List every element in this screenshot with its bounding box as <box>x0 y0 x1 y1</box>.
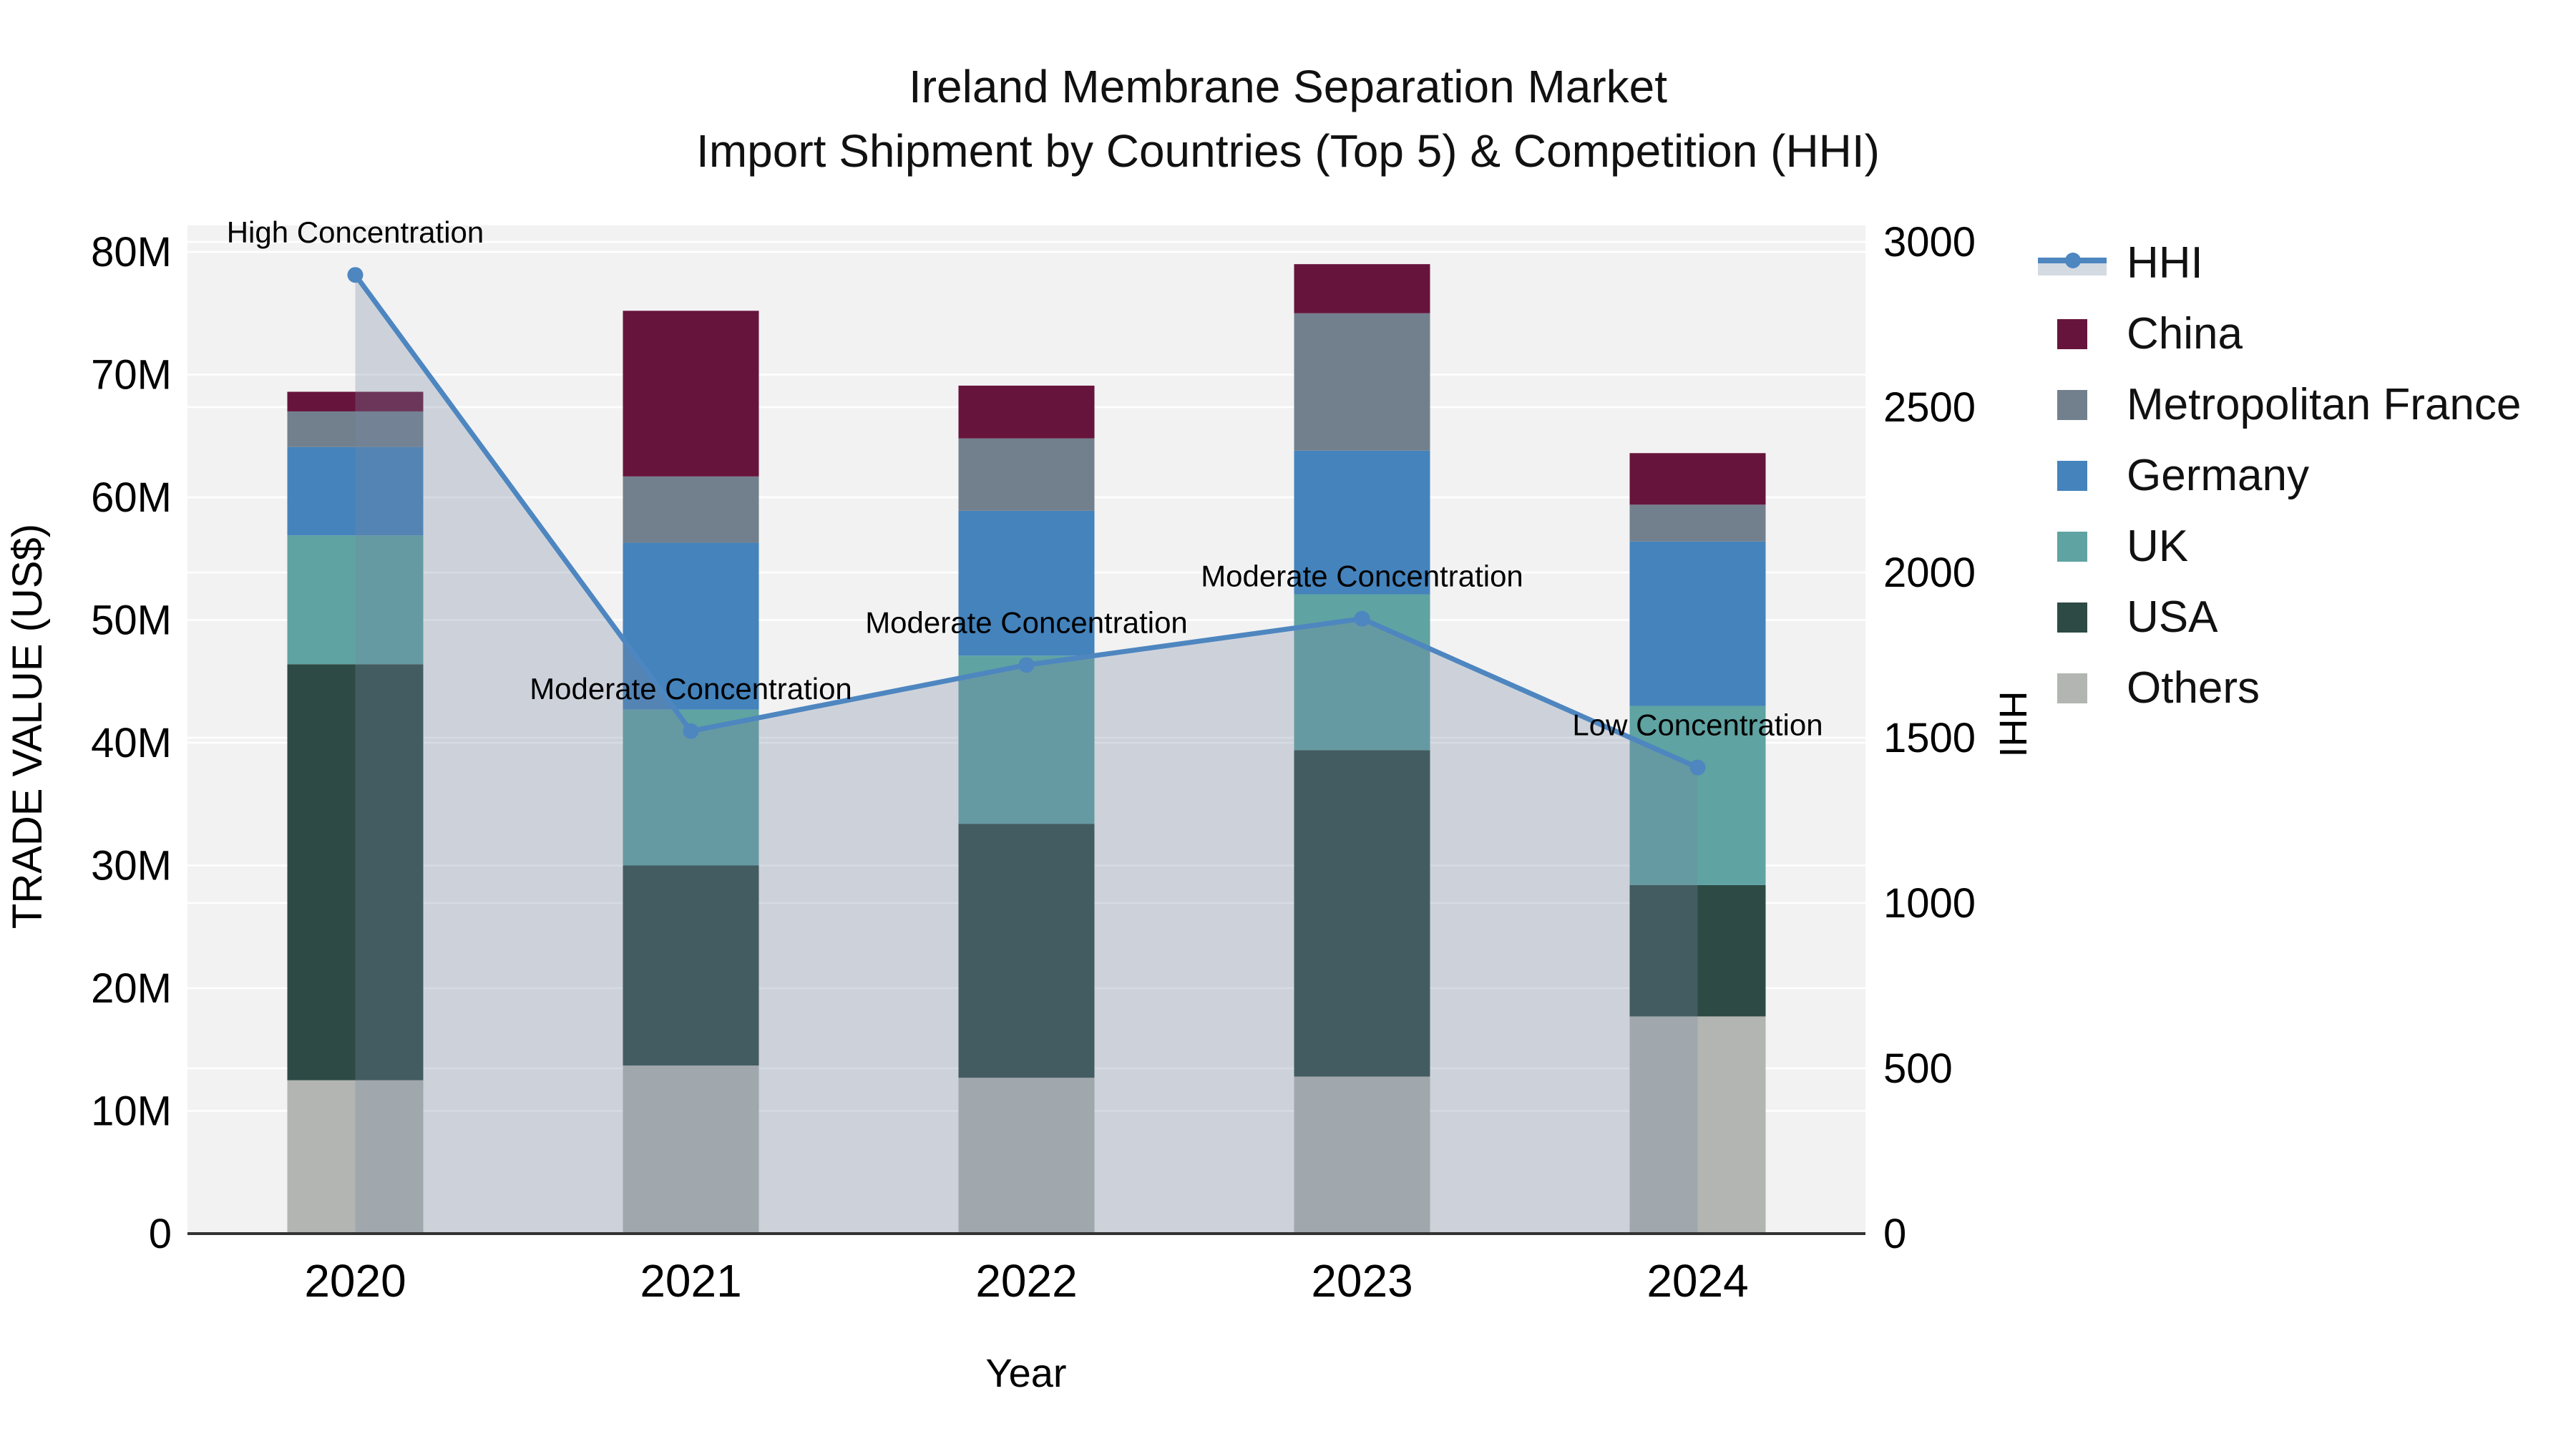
bar-segment-germany-2023 <box>1294 450 1430 595</box>
right-axis-tick: 500 <box>1883 1045 1953 1092</box>
bar-segment-uk-2020 <box>287 535 424 665</box>
bar-segment-others-2024 <box>1629 1016 1766 1234</box>
bar-segment-china-2021 <box>623 311 759 477</box>
x-tick-year: 2023 <box>1311 1255 1413 1307</box>
legend: HHI China Metropolitan France Germany UK USA O… <box>2036 228 2521 723</box>
bar-segment-germany-2022 <box>958 510 1095 656</box>
legend-label: HHI <box>2127 238 2203 288</box>
legend-label: Metropolitan France <box>2127 380 2522 429</box>
legend-label: China <box>2127 309 2243 358</box>
bar-segment-china-2023 <box>1294 264 1430 313</box>
right-axis-tick: 2000 <box>1883 550 1976 596</box>
left-axis-tick: 50M <box>91 597 172 644</box>
bar-segment-metropolitan-france-2024 <box>1629 504 1766 542</box>
legend-color-swatch <box>2036 460 2108 491</box>
legend-item-china: China <box>2036 298 2521 369</box>
legend-item-uk: UK <box>2036 511 2521 582</box>
legend-label: Germany <box>2127 451 2309 500</box>
legend-color-swatch <box>2036 531 2108 562</box>
legend-label: USA <box>2127 592 2218 642</box>
legend-item-hhi: HHI <box>2036 228 2521 298</box>
bar-segment-uk-2022 <box>958 655 1095 824</box>
x-tick-year: 2022 <box>975 1255 1077 1307</box>
hhi-marker-2021 <box>683 723 699 739</box>
left-axis-tick: 10M <box>91 1088 172 1135</box>
right-axis-tick: 1000 <box>1883 880 1976 927</box>
hhi-annotation-2024: Low Concentration <box>1572 708 1823 742</box>
x-axis-title: Year <box>985 1350 1066 1395</box>
right-axis-tick: 3000 <box>1883 219 1976 265</box>
legend-item-others: Others <box>2036 653 2521 723</box>
chart-title-line2: Import Shipment by Countries (Top 5) & C… <box>696 125 1880 177</box>
left-axis-tick: 70M <box>91 352 172 399</box>
right-axis-tick: 1500 <box>1883 715 1976 761</box>
bar-segment-others-2023 <box>1294 1076 1430 1234</box>
left-axis-tick: 20M <box>91 965 172 1012</box>
chart-title-line1: Ireland Membrane Separation Market <box>908 61 1668 112</box>
left-axis-tick: 30M <box>91 843 172 889</box>
hhi-marker-2020 <box>347 267 364 283</box>
bar-segment-usa-2021 <box>623 865 759 1066</box>
hhi-annotation-2021: Moderate Concentration <box>530 672 852 706</box>
hhi-annotation-2020: High Concentration <box>227 215 484 249</box>
bar-segment-others-2020 <box>287 1080 424 1234</box>
bar-segment-metropolitan-france-2020 <box>287 411 424 447</box>
bar-segment-others-2022 <box>958 1078 1095 1234</box>
legend-label: UK <box>2127 522 2189 571</box>
bar-segment-metropolitan-france-2022 <box>958 438 1095 511</box>
bar-segment-usa-2022 <box>958 824 1095 1078</box>
hhi-annotation-2023: Moderate Concentration <box>1201 560 1523 593</box>
bar-segment-germany-2021 <box>623 542 759 710</box>
x-tick-year: 2021 <box>640 1255 741 1307</box>
left-axis-tick: 80M <box>91 229 172 275</box>
right-axis-tick: 2500 <box>1883 384 1976 431</box>
hhi-marker-2022 <box>1018 657 1035 673</box>
bar-segment-uk-2024 <box>1629 706 1766 885</box>
left-axis-tick: 60M <box>91 474 172 521</box>
bar-segment-germany-2020 <box>287 447 424 536</box>
bar-segment-usa-2023 <box>1294 750 1430 1077</box>
bar-segment-others-2021 <box>623 1065 759 1234</box>
legend-item-metropolitan-france: Metropolitan France <box>2036 369 2521 440</box>
bar-segment-metropolitan-france-2023 <box>1294 313 1430 451</box>
left-axis-tick: 40M <box>91 720 172 766</box>
bar-segment-china-2020 <box>287 391 424 411</box>
right-axis-title: HHI <box>1991 691 2034 758</box>
legend-item-germany: Germany <box>2036 440 2521 511</box>
hhi-marker-2023 <box>1354 610 1370 627</box>
legend-label: Others <box>2127 663 2260 713</box>
bar-segment-germany-2024 <box>1629 541 1766 706</box>
legend-item-usa: USA <box>2036 582 2521 653</box>
hhi-marker-2024 <box>1689 759 1706 776</box>
legend-line-swatch <box>2036 251 2108 275</box>
bar-segment-metropolitan-france-2021 <box>623 476 759 543</box>
hhi-area-fill <box>355 275 1698 1234</box>
bar-segment-china-2024 <box>1629 453 1766 505</box>
bar-segment-usa-2024 <box>1629 884 1766 1017</box>
legend-color-swatch <box>2036 389 2108 420</box>
bar-segment-usa-2020 <box>287 664 424 1080</box>
chart-title: Ireland Membrane Separation Market Import… <box>0 54 2576 183</box>
legend-color-swatch <box>2036 673 2108 703</box>
legend-color-swatch <box>2036 318 2108 349</box>
bar-segment-china-2022 <box>958 385 1095 439</box>
right-axis-tick: 0 <box>1883 1211 1906 1257</box>
left-axis-tick: 0 <box>149 1211 172 1257</box>
left-axis-title: TRADE VALUE (US$) <box>4 524 51 929</box>
hhi-annotation-2022: Moderate Concentration <box>865 605 1188 639</box>
x-tick-year: 2024 <box>1646 1255 1748 1307</box>
x-tick-year: 2020 <box>304 1255 406 1307</box>
legend-color-swatch <box>2036 602 2108 633</box>
